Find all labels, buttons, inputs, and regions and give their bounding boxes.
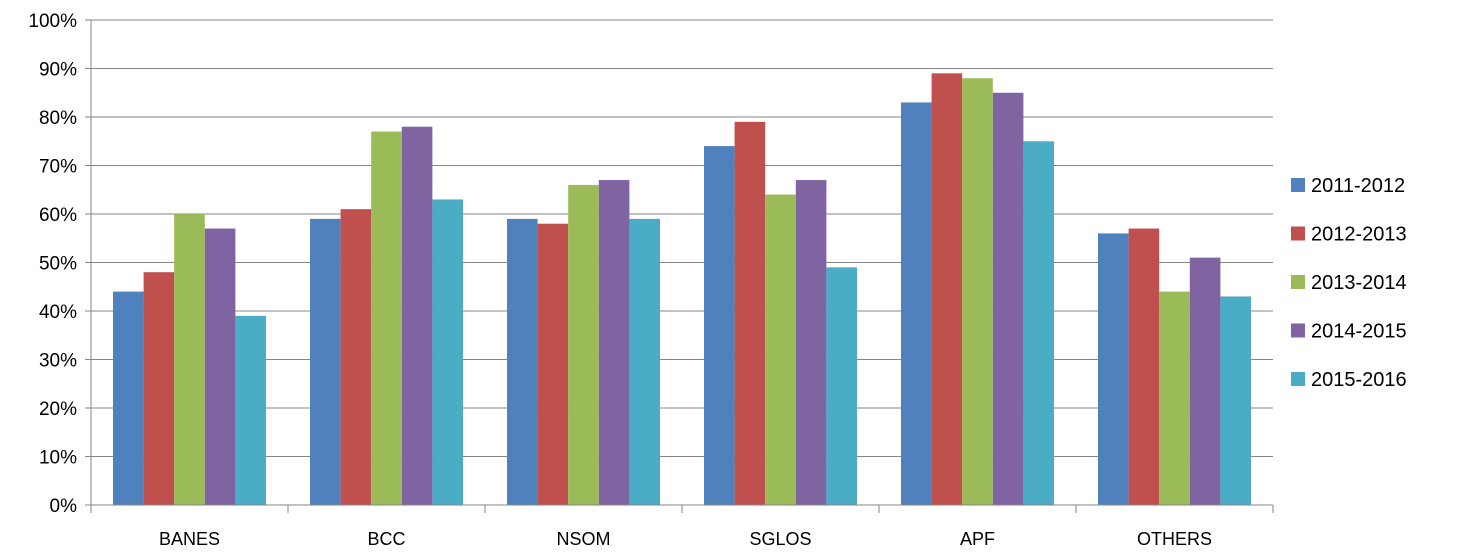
legend-label: 2014-2015 <box>1311 321 1407 343</box>
legend-swatch <box>1291 226 1305 241</box>
gridlines <box>91 19 1273 457</box>
y-tick-label: 0% <box>50 496 78 517</box>
bar-2013-2014-BANES <box>174 214 205 505</box>
legend-swatch <box>1291 178 1305 192</box>
legend-swatch <box>1291 323 1305 338</box>
legend-label: 2012-2013 <box>1311 224 1407 246</box>
y-tick-label: 80% <box>39 108 77 129</box>
bar-2013-2014-BCC <box>371 131 402 506</box>
legend-label: 2015-2016 <box>1311 369 1407 391</box>
bars <box>113 73 1251 506</box>
x-category-label: OTHERS <box>1137 529 1212 549</box>
bar-2015-2016-BANES <box>235 315 266 505</box>
bar-2011-2012-OTHERS <box>1098 233 1129 505</box>
bar-2011-2012-APF <box>901 102 932 505</box>
bar-2011-2012-BANES <box>113 291 144 505</box>
y-tick-labels: 0% 10% 20% 30% 40% 50% 60% 70% 80% 90% 100% <box>28 11 77 517</box>
x-category-label: APF <box>960 529 995 549</box>
y-tick-label: 100% <box>28 11 77 32</box>
bar-2012-2013-SGLOS <box>734 121 766 505</box>
bar-2013-2014-OTHERS <box>1159 291 1190 505</box>
bar-2011-2012-SGLOS <box>704 146 735 505</box>
bar-2011-2012-NSOM <box>507 218 538 505</box>
legend-label: 2013-2014 <box>1311 272 1407 294</box>
bar-2012-2013-APF <box>931 73 963 505</box>
x-category-label: SGLOS <box>749 529 811 549</box>
y-tick-label: 10% <box>39 448 77 469</box>
bar-2012-2013-OTHERS <box>1128 228 1160 506</box>
y-tick-label: 60% <box>39 205 77 226</box>
bar-2014-2015-NSOM <box>598 180 630 506</box>
legend-swatch <box>1291 372 1305 386</box>
y-tick-label: 70% <box>39 157 77 178</box>
bar-2014-2015-SGLOS <box>795 180 827 506</box>
bar-2014-2015-BANES <box>204 228 236 506</box>
x-tick-labels: BANES BCC NSOM SGLOS APF OTHERS <box>159 529 1212 549</box>
x-category-label: NSOM <box>557 529 611 549</box>
bar-2015-2016-OTHERS <box>1220 296 1251 505</box>
bar-2015-2016-APF <box>1023 141 1054 505</box>
bar-2013-2014-APF <box>962 78 993 505</box>
y-tick-label: 40% <box>39 302 77 323</box>
bar-2013-2014-SGLOS <box>765 194 796 505</box>
y-tick-label: 50% <box>39 254 77 275</box>
y-tick-label: 30% <box>39 351 77 372</box>
y-tick-label: 90% <box>39 60 77 81</box>
bar-2012-2013-BCC <box>340 209 372 505</box>
legend: 2011-2012 2012-2013 2013-2014 2014-2015 2015… <box>1291 175 1407 391</box>
bar-2015-2016-BCC <box>432 199 463 505</box>
bar-2013-2014-NSOM <box>568 184 599 505</box>
x-category-label: BCC <box>367 529 405 549</box>
bar-2011-2012-BCC <box>310 218 341 505</box>
bar-2014-2015-BCC <box>401 126 433 505</box>
axes <box>85 19 1274 513</box>
bar-2015-2016-SGLOS <box>826 267 857 505</box>
x-category-label: BANES <box>159 529 220 549</box>
bar-2014-2015-APF <box>992 92 1024 505</box>
legend-label: 2011-2012 <box>1311 175 1405 197</box>
y-tick-label: 20% <box>39 399 77 420</box>
bar-2014-2015-OTHERS <box>1189 257 1221 505</box>
bar-2012-2013-NSOM <box>537 223 569 505</box>
legend-swatch <box>1291 275 1305 289</box>
bar-2015-2016-NSOM <box>629 218 660 505</box>
bar-2012-2013-BANES <box>143 272 175 505</box>
